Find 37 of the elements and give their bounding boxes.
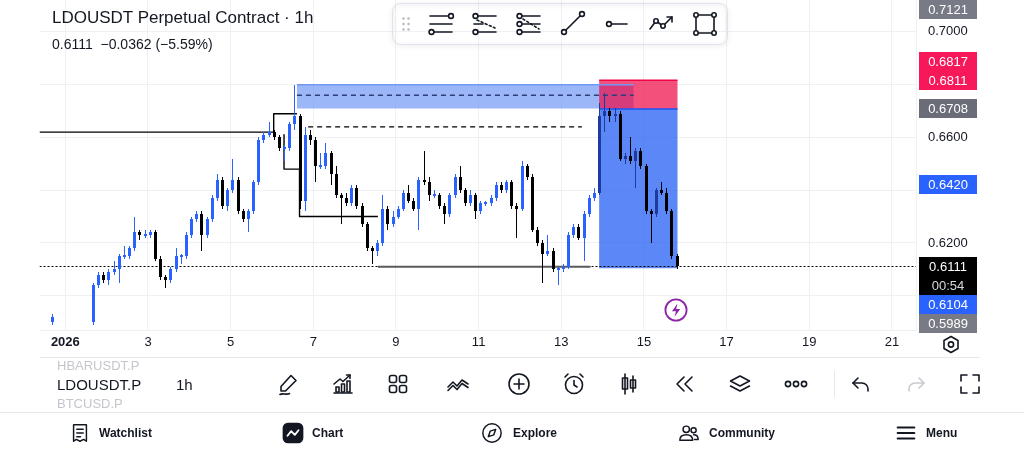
x-tick-label: 15 [636, 334, 652, 350]
text: 0.6811 [928, 72, 968, 88]
text: 00:54 [931, 277, 965, 293]
text: Watchlist [99, 426, 152, 440]
text: 1h [176, 376, 193, 393]
text: BTCUSD.P [57, 396, 123, 411]
text: 0.6104 [928, 296, 968, 312]
text: Menu [926, 426, 958, 440]
x-tick-label: 9 [392, 334, 400, 350]
x-tick-label: 2026 [50, 334, 80, 350]
x-tick-label: 17 [719, 334, 734, 350]
text: 0.6817 [928, 53, 968, 69]
text: 0.5989 [928, 315, 968, 331]
x-tick-label: 5 [227, 334, 235, 350]
ref-line-label: 0.6111 [929, 258, 967, 274]
text: 0.6420 [928, 176, 968, 192]
x-tick-label: 13 [554, 334, 569, 350]
candlestick [650, 209, 653, 243]
x-tick-label: 7 [309, 334, 317, 350]
x-tick-label: 21 [884, 334, 900, 350]
text: 0.7121 [928, 1, 968, 17]
text: LDOUSDT.P [57, 376, 142, 393]
text: Explore [513, 426, 558, 440]
y-tick-label: 0.6200 [928, 234, 968, 250]
text: LDOUSDT Perpetual Contract · 1h [52, 8, 314, 27]
text: Chart [312, 426, 344, 440]
x-tick-label: 19 [802, 334, 817, 350]
text: HBARUSDT.P [57, 358, 140, 373]
text: 0.6111 −0.0362 (−5.59%) [52, 36, 213, 52]
y-tick-label: 0.7000 [928, 23, 968, 39]
candlestick [515, 203, 518, 238]
text: 0.6708 [928, 100, 968, 116]
text: Community [709, 426, 775, 440]
candlestick [423, 151, 426, 185]
x-tick-label: 3 [144, 334, 152, 350]
y-tick-label: 0.6600 [928, 129, 968, 145]
x-tick-label: 11 [471, 334, 486, 350]
